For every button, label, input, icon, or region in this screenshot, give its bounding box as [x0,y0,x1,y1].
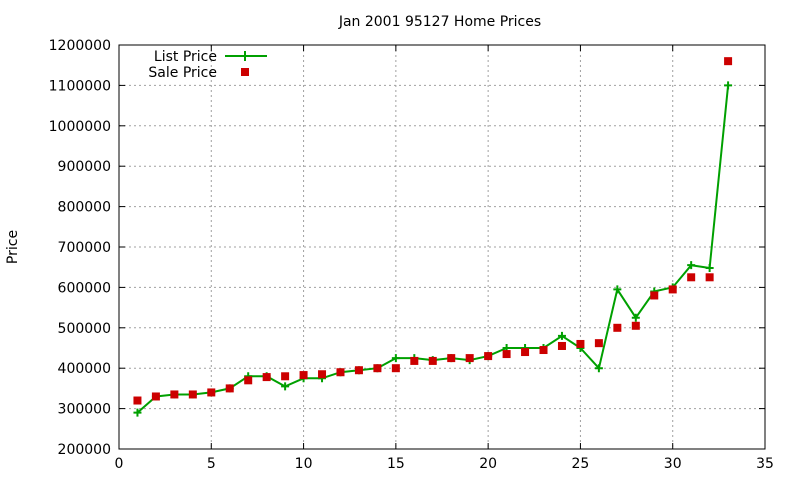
y-tick-label: 1100000 [49,78,111,94]
sale-price-point [299,371,308,380]
y-axis-label: Price [5,230,21,264]
sale-price-point [631,321,640,330]
y-tick-label: 600000 [58,280,111,296]
sale-price-point [687,273,696,282]
sale-price-point [576,339,585,348]
legend: List Price Sale Price [148,49,267,81]
y-tick-label: 900000 [58,159,111,175]
sale-price-point [724,57,733,66]
y-tick-label: 400000 [58,361,111,377]
list-price-point [391,354,400,363]
sale-price-point [613,323,622,332]
sale-price-point [502,350,511,359]
x-tick-label: 5 [207,456,216,472]
y-tick-label: 300000 [58,402,111,418]
sale-price-point [650,291,659,300]
legend-label-list-price: List Price [154,49,217,65]
list-price-point [594,364,603,373]
series-group [133,57,733,417]
sale-price-point [484,352,493,361]
x-tick-label: 10 [295,456,313,472]
sale-price-point [244,376,253,385]
x-tick-label: 0 [115,456,124,472]
sale-price-point [705,273,714,282]
legend-label-sale-price: Sale Price [148,65,217,81]
sale-price-point [207,388,216,397]
sale-price-point [447,354,456,363]
legend-marker-sale-price [241,68,249,76]
x-tick-label: 30 [664,456,682,472]
x-tick-label: 20 [479,456,497,472]
sale-price-point [410,356,419,365]
y-tick-label: 700000 [58,240,111,256]
y-tick-label: 200000 [58,442,111,458]
list-price-point [705,264,714,273]
x-tick-label: 15 [387,456,405,472]
chart-title: Jan 2001 95127 Home Prices [338,14,541,30]
y-tick-label: 800000 [58,200,111,216]
sale-price-point [262,373,271,382]
sale-price-point [557,341,566,350]
list-price-point [557,331,566,340]
sale-price-point [668,285,677,294]
sale-price-point [318,370,327,379]
sale-price-point [170,390,179,399]
sale-price-point [465,354,474,363]
list-price-point [613,285,622,294]
list-price-point [687,261,696,270]
x-tick-label: 25 [572,456,590,472]
sale-price-point [428,356,437,365]
sale-price-point [151,392,160,401]
y-tick-label: 1200000 [49,38,111,54]
sale-price-point [336,368,345,377]
grid-lines [119,45,765,449]
sale-price-point [594,339,603,348]
legend-marker-list-price [240,51,250,61]
y-tick-label: 500000 [58,321,111,337]
axis-ticks: 0 5 10 15 20 25 30 35 200000 300000 400000 500000 60… [49,38,774,472]
sale-price-point [188,390,197,399]
sale-price-point [521,348,530,357]
sale-price-point [281,372,290,381]
sale-price-point [539,346,548,355]
list-price-point [281,382,290,391]
list-price-point [133,408,142,417]
list-price-point [631,313,640,322]
sale-price-point [391,364,400,373]
x-tick-label: 35 [756,456,774,472]
sale-price-point [133,396,142,405]
sale-price-point [354,366,363,375]
y-tick-label: 1000000 [49,119,111,135]
list-price-point [724,81,733,90]
sale-price-point [225,384,234,393]
sale-price-point [373,364,382,373]
